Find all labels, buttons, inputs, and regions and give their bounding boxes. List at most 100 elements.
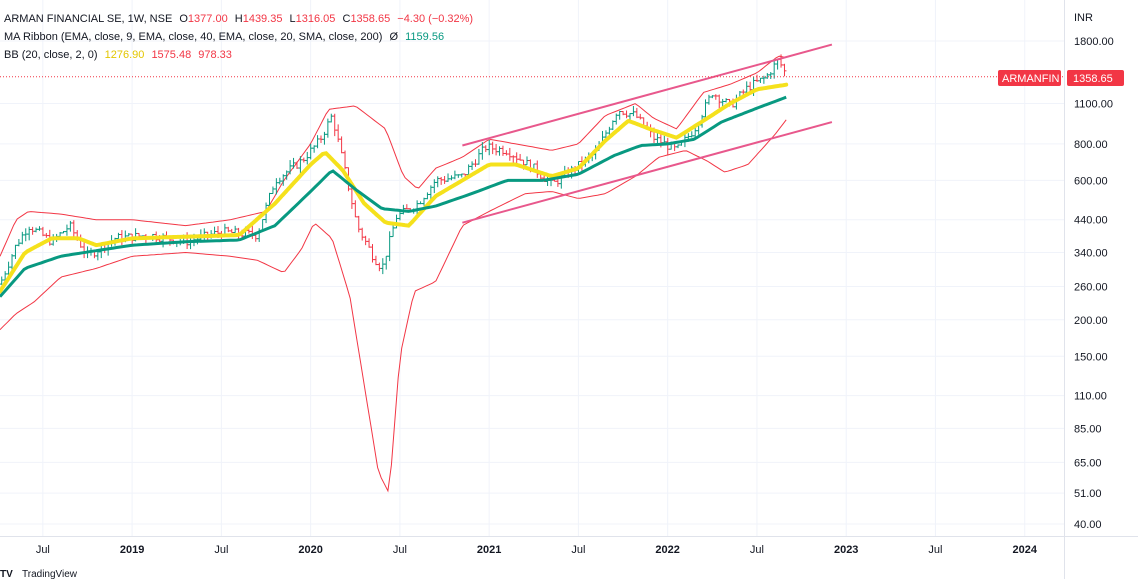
ohlc-bar <box>689 131 694 138</box>
ohlc-bar <box>487 139 492 156</box>
ohlc-bar <box>384 255 389 270</box>
ohlc-bar <box>483 145 488 153</box>
ohlc-bar <box>367 238 372 248</box>
x-tick-label: 2019 <box>120 544 144 556</box>
ohlc-bar <box>397 211 402 221</box>
ohlc-bar <box>418 201 423 205</box>
ohlc-bar <box>27 226 32 241</box>
time-axis[interactable]: Jul 2019 Jul 2020 Jul 2021 Jul 2022 Jul 2023 Jul 20… <box>36 544 1038 556</box>
ohlc-bar <box>356 215 361 233</box>
ohlc-bar <box>250 225 255 240</box>
ohlc-bar <box>768 72 773 80</box>
ohlc-bar <box>631 105 636 117</box>
y-tick-label: 1100.00 <box>1074 98 1113 110</box>
ohlc-bar <box>511 155 516 164</box>
ohlc-bar <box>61 231 66 234</box>
ohlc-bar <box>452 170 457 180</box>
ohlc-bar <box>507 147 512 161</box>
ohlc-bar <box>226 226 231 233</box>
ohlc-bar <box>44 232 49 238</box>
price-axis[interactable]: 1800.00 1100.00 800.00 600.00 440.00 340.00 26… <box>1074 36 1114 531</box>
y-tick-label: 800.00 <box>1074 139 1108 151</box>
ohlc-bar <box>758 77 763 83</box>
ohlc-bar <box>676 144 681 149</box>
x-tick-label: Jul <box>36 544 50 556</box>
symbol-title[interactable]: ARMAN FINANCIAL SE, 1W, NSE <box>4 13 173 25</box>
ohlc-bar <box>621 111 626 116</box>
ohlc-bar <box>339 136 344 154</box>
ema-9-line <box>0 82 789 294</box>
ohlc-bar <box>476 148 481 165</box>
ohlc-bar <box>68 220 73 232</box>
ohlc-bar <box>772 59 777 79</box>
price-change: −4.30 (−0.32%) <box>397 13 474 25</box>
bb-basis-value: 1276.90 <box>104 49 145 61</box>
ohlc-bar <box>439 176 444 185</box>
ohlc-bar <box>34 227 39 233</box>
x-tick-label: Jul <box>928 544 942 556</box>
legend-line-bb[interactable]: BB (20, close, 2, 0) 1276.90 1575.48 978… <box>4 48 236 62</box>
ema-40-line <box>0 95 787 298</box>
ohlc-bar <box>638 113 643 120</box>
bollinger-bands <box>0 55 787 493</box>
ohlc-bar <box>497 146 502 156</box>
ohlc-bar <box>466 164 471 176</box>
footer: TV TradingView <box>0 568 1138 579</box>
x-tick-label: 2022 <box>655 544 679 556</box>
grid-lines <box>0 0 1064 536</box>
ohlc-bar <box>425 192 430 200</box>
ohlc-bar <box>370 244 375 263</box>
ohlc-bar <box>322 131 327 145</box>
ohlc-bar <box>470 161 475 170</box>
ohlc-bar <box>432 179 437 194</box>
ohlc-bar <box>724 98 729 103</box>
ohlc-bar <box>782 63 787 77</box>
y-tick-label: 65.00 <box>1074 457 1102 469</box>
legend-line-ohlc[interactable]: ARMAN FINANCIAL SE, 1W, NSE O1377.00 H14… <box>4 12 477 26</box>
x-tick-label: 2023 <box>834 544 858 556</box>
price-badge-group: ARMANFIN 1358.65 <box>998 70 1124 86</box>
ticker-badge-text: ARMANFIN <box>1002 73 1060 85</box>
tradingview-text: TradingView <box>22 569 78 579</box>
x-tick-label: Jul <box>214 544 228 556</box>
ohlc-bar <box>82 242 87 259</box>
bb-name[interactable]: BB (20, close, 2, 0) <box>4 49 98 61</box>
ohlc-bar <box>329 113 334 123</box>
ma-ribbon-name[interactable]: MA Ribbon (EMA, close, 9, EMA, close, 40… <box>4 31 383 43</box>
ohlc-bar <box>332 113 337 137</box>
x-tick-label: Jul <box>393 544 407 556</box>
bb-upper-line <box>0 55 787 257</box>
y-tick-label: 150.00 <box>1074 351 1108 363</box>
y-tick-label: 600.00 <box>1074 175 1108 187</box>
price-badge <box>1067 70 1124 86</box>
ohlc-bar <box>315 135 320 149</box>
ma-ribbon-icon: Ø <box>389 31 399 43</box>
ema-9-path <box>0 82 789 294</box>
ema-40-path <box>0 95 787 298</box>
ohlc-bar <box>336 124 341 143</box>
ohlc-bar <box>627 113 632 120</box>
ohlc-bar <box>459 173 464 178</box>
bb-lower-line <box>0 119 787 493</box>
ohlc-bar <box>40 226 45 237</box>
ohlc-bar <box>30 226 35 235</box>
ohlc-bar <box>13 244 18 260</box>
ohlc-bar <box>229 228 234 234</box>
ohlc-bar <box>360 227 365 241</box>
ohlc-bar <box>71 220 76 239</box>
bb-upper-value: 1575.48 <box>151 49 192 61</box>
ohlc-bar <box>710 95 715 99</box>
ohlc-bar <box>305 151 310 165</box>
x-tick-label: 2024 <box>1012 544 1037 556</box>
bb-lower-value: 978.33 <box>198 49 232 61</box>
legend-line-ma-ribbon[interactable]: MA Ribbon (EMA, close, 9, EMA, close, 40… <box>4 30 448 44</box>
ohlc-close: C1358.65 <box>342 13 391 25</box>
ohlc-bar <box>277 177 282 185</box>
ma-ribbon-value: 1159.56 <box>405 31 445 43</box>
ohlc-bar <box>64 224 69 236</box>
ohlc-bar <box>37 226 42 231</box>
ohlc-bar <box>765 73 770 79</box>
ohlc-bar <box>373 255 378 266</box>
ohlc-bar <box>473 159 478 167</box>
